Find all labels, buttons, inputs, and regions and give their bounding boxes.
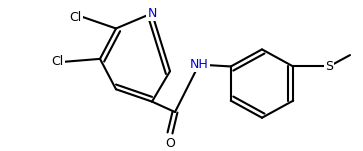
Text: S: S [325,60,333,73]
Text: N: N [147,7,157,20]
Text: O: O [165,137,175,150]
Text: NH: NH [189,58,208,71]
Text: Cl: Cl [52,55,64,68]
Text: Cl: Cl [70,11,82,24]
